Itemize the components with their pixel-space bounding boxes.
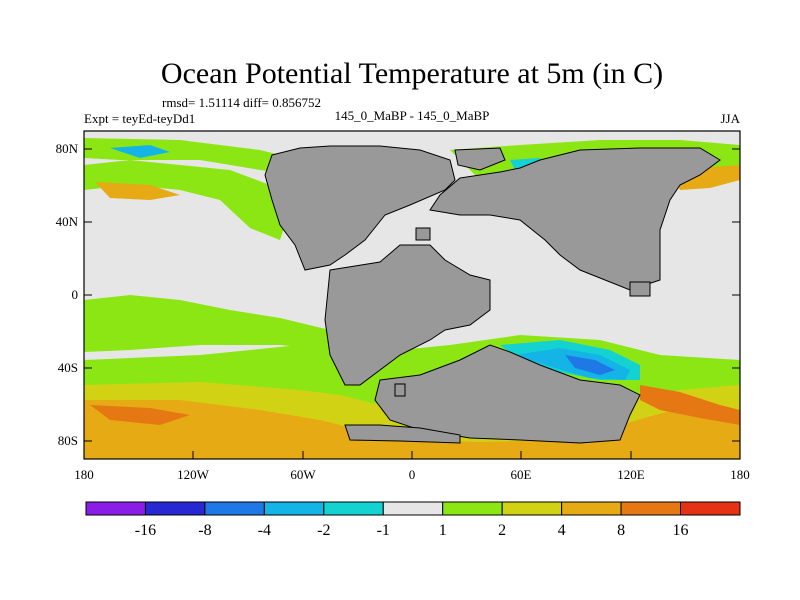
- figure-title: Ocean Potential Temperature at 5m (in C): [161, 57, 663, 90]
- pacific-green-plume: [84, 295, 330, 352]
- land-north-america: [264, 145, 456, 271]
- colorbar-swatch: [263, 501, 325, 516]
- colorbar-label: 16: [673, 522, 689, 539]
- lat-label-0: 0: [72, 287, 79, 302]
- colorbar-label: -1: [377, 522, 390, 539]
- lat-label-80s: 80S: [58, 433, 78, 448]
- colorbar-swatch: [501, 501, 563, 516]
- colorbar-swatch: [442, 501, 503, 516]
- lat-tick-labels: 80N 40N 0 40S 80S: [56, 141, 79, 448]
- lon-label-0: 0: [409, 467, 416, 482]
- indian-cold-anomaly-deep: [565, 355, 615, 375]
- southern-dark-orange-patch-2: [90, 405, 190, 425]
- stats-label: rmsd= 1.51114 diff= 0.856752: [162, 95, 321, 110]
- land-island-2: [629, 281, 651, 297]
- land-greenland: [454, 147, 506, 171]
- colorbar-label: -4: [258, 522, 271, 539]
- land-eurasia: [429, 147, 721, 291]
- map-panel: 80N 40N 0 40S 80S 180 120W 60W 0 60E 120…: [56, 130, 750, 482]
- lon-label-180w: 180: [74, 467, 94, 482]
- lat-tick-marks: [84, 148, 740, 442]
- colorbar-swatch: [382, 501, 444, 516]
- colorbar-label: 1: [439, 522, 447, 539]
- land-masses: [264, 145, 721, 444]
- lon-tick-labels: 180 120W 60W 0 60E 120E 180: [74, 467, 750, 482]
- season-label: JJA: [720, 111, 740, 126]
- colorbar: -16 -8 -4 -2 -1 1 2 4 8 16: [85, 501, 741, 539]
- land-island-1: [415, 227, 431, 241]
- colorbar-label: 4: [558, 522, 566, 539]
- colorbar-swatch: [680, 501, 741, 516]
- lon-tick-marks: [83, 451, 741, 459]
- lon-label-180e: 180: [730, 467, 750, 482]
- colorbar-swatch: [204, 501, 265, 516]
- lat-label-80n: 80N: [56, 141, 79, 156]
- land-south-america-africa: [324, 244, 491, 386]
- north-pacific-green: [84, 160, 290, 240]
- lon-label-60e: 60E: [511, 467, 532, 482]
- colorbar-label: 2: [498, 522, 506, 539]
- southern-dark-orange-patch: [640, 385, 740, 425]
- colorbar-label: 8: [617, 522, 625, 539]
- period-label: 145_0_MaBP - 145_0_MaBP: [335, 108, 490, 123]
- colorbar-label: -16: [135, 522, 156, 539]
- experiment-label: Expt = teyEd-teyDd1: [84, 111, 195, 126]
- colorbar-swatch: [144, 501, 206, 516]
- colorbar-swatch: [561, 501, 622, 516]
- arctic-cyan-1: [110, 145, 170, 158]
- lat-label-40s: 40S: [58, 360, 78, 375]
- lat-label-40n: 40N: [56, 214, 79, 229]
- colorbar-label: -2: [317, 522, 330, 539]
- lon-label-60w: 60W: [290, 467, 316, 482]
- land-antarctic-peninsula: [344, 424, 461, 444]
- lon-label-120e: 120E: [617, 467, 645, 482]
- north-pacific-orange: [95, 182, 180, 200]
- lon-label-120w: 120W: [177, 467, 210, 482]
- colorbar-label: -8: [198, 522, 211, 539]
- colorbar-swatch: [85, 501, 146, 516]
- colorbar-swatch: [620, 501, 682, 516]
- land-island-3: [394, 383, 406, 397]
- colorbar-swatch: [323, 501, 384, 516]
- southern-orange-band: [84, 400, 740, 459]
